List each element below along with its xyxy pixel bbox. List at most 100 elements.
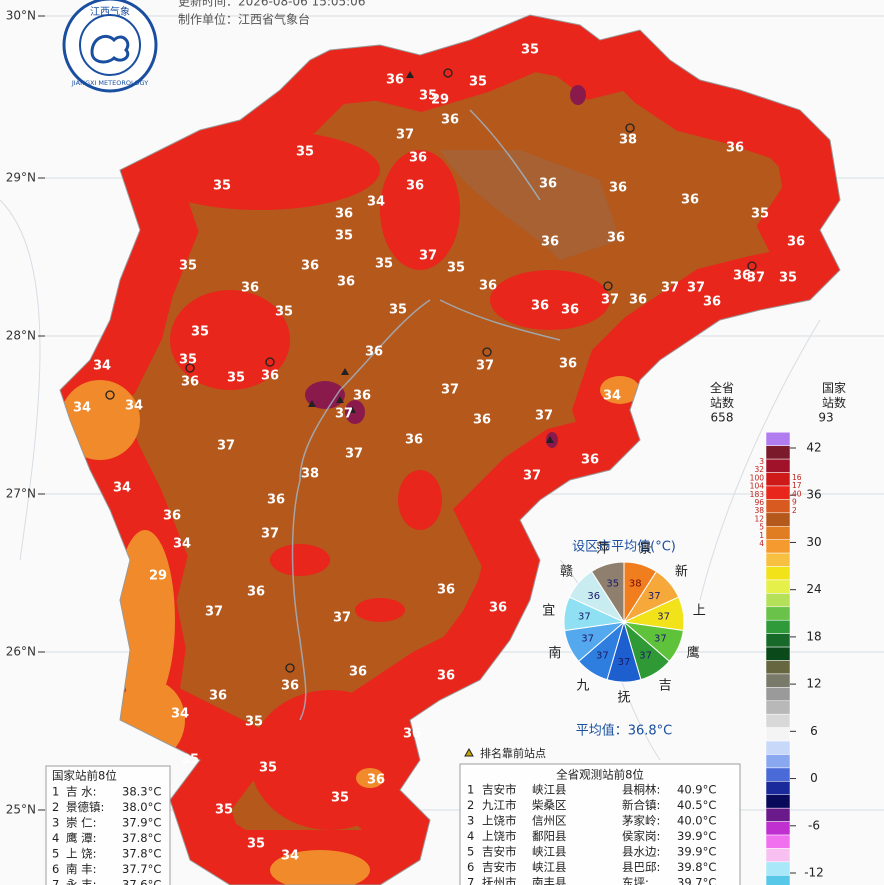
- legend-swatch: [765, 740, 791, 755]
- province-top-cell: 6: [467, 860, 474, 874]
- station-value: 35: [779, 271, 797, 286]
- station-value: 37: [396, 128, 414, 143]
- national-top-cell: 3: [52, 816, 59, 830]
- province-top-cell: 新合镇:: [622, 798, 660, 812]
- station-value: 29: [149, 569, 167, 584]
- station-value: 37: [747, 271, 765, 286]
- national-top-cell: 1: [52, 785, 59, 799]
- station-value: 36: [559, 357, 577, 372]
- station-value: 36: [489, 601, 507, 616]
- pie-value: 37: [581, 634, 594, 645]
- legend-national-total: 93: [818, 411, 833, 425]
- national-top-cell: 37.6°C: [122, 878, 161, 885]
- pie-value: 37: [596, 651, 609, 662]
- station-value: 35: [275, 305, 293, 320]
- station-value: 36: [403, 727, 421, 742]
- province-top-cell: 39.7°C: [677, 876, 716, 885]
- national-top-title: 国家站前8位: [52, 769, 117, 783]
- station-value: 35: [419, 89, 437, 104]
- legend-tick-label: 12: [806, 677, 821, 691]
- legend-all-total: 658: [711, 411, 734, 425]
- lat-label: 30°N: [6, 9, 36, 23]
- national-top-cell: 6: [52, 862, 59, 876]
- station-markers: [105, 68, 757, 673]
- province-top-cell: 40.0°C: [677, 814, 716, 828]
- legend-tick-label: -6: [808, 818, 820, 832]
- station-value: 36: [541, 235, 559, 250]
- legend-count-all: 38: [754, 506, 764, 515]
- pie-value: 38: [629, 579, 642, 590]
- station-value: 29: [431, 93, 449, 108]
- legend-count-all: 1: [759, 531, 764, 540]
- province-top-cell: 柴桑区: [532, 798, 567, 812]
- legend-tick-label: 6: [810, 724, 818, 738]
- station-value: 36: [261, 369, 279, 384]
- station-value: 35: [215, 803, 233, 818]
- station-value: 35: [245, 715, 263, 730]
- legend-swatch: [765, 458, 791, 473]
- station-value: 36: [726, 141, 744, 156]
- station-value: 37: [476, 359, 494, 374]
- station-value: 35: [375, 257, 393, 272]
- station-value: 36: [607, 231, 625, 246]
- pie-city: 南: [548, 645, 561, 661]
- station-value: 37: [687, 281, 705, 296]
- national-top-cell: 2: [52, 800, 59, 814]
- legend-count-national: 2: [792, 506, 797, 515]
- lat-label: 28°N: [6, 329, 36, 343]
- province-top-cell: 7: [467, 876, 474, 885]
- lat-label: 27°N: [6, 487, 36, 501]
- station-value: 37: [523, 469, 541, 484]
- station-value: 35: [179, 259, 197, 274]
- legend-swatch: [765, 767, 791, 782]
- legend-swatch: [765, 619, 791, 634]
- pie-value: 37: [618, 657, 631, 668]
- national-top-cell: 5: [52, 847, 59, 861]
- legend-swatch: [765, 646, 791, 661]
- legend-count-all: 5: [759, 523, 764, 532]
- station-value: 36: [479, 279, 497, 294]
- legend-swatch: [765, 673, 791, 688]
- province-top-cell: 2: [467, 798, 474, 812]
- station-value: 35: [331, 791, 349, 806]
- province-top-cell: 县巴邱:: [622, 860, 660, 874]
- province-top-cell: 吉安市: [482, 860, 517, 874]
- station-value: 37: [441, 383, 459, 398]
- station-value: 36: [349, 665, 367, 680]
- legend-swatch: [765, 552, 791, 567]
- station-value: 35: [179, 353, 197, 368]
- legend-swatch: [765, 485, 791, 500]
- city-average-pie: 设区市平均值(°C) 平均值：36.8°C 38 景 37 新 37 上 37 鹰 37 吉 37 抚…: [542, 539, 705, 739]
- lat-label: 29°N: [6, 171, 36, 185]
- station-value: 36: [267, 493, 285, 508]
- national-top-cell: 38.0°C: [122, 800, 161, 814]
- legend-swatch: [765, 445, 791, 460]
- national-top-cell: 上 饶:: [66, 847, 97, 861]
- pie-value: 37: [639, 651, 652, 662]
- station-value: 35: [191, 325, 209, 340]
- province-top-cell: 县水边:: [622, 845, 660, 859]
- latitude-labels: 30°N 29°N 28°N 27°N 26°N 25°N: [6, 9, 45, 817]
- province-top-cell: 4: [467, 829, 474, 843]
- station-value: 36: [209, 689, 227, 704]
- pie-value: 36: [587, 591, 600, 602]
- station-value: 36: [386, 73, 404, 88]
- pie-city: 景: [639, 542, 652, 557]
- national-top-cell: 7: [52, 878, 59, 885]
- station-value: 37: [345, 447, 363, 462]
- station-value: 36: [681, 193, 699, 208]
- legend-swatch: [765, 861, 791, 876]
- province-top-cell: 东坪:: [622, 876, 649, 885]
- pie-city: 吉: [659, 678, 672, 693]
- pie-city: 上: [693, 604, 706, 619]
- legend-count-all: 104: [750, 482, 765, 491]
- legend-tick-label: 36: [806, 488, 821, 502]
- legend-tick-label: 24: [806, 582, 821, 596]
- national-top-table: 国家站前8位 1 吉 水: 38.3°C 2 景德镇: 38.0°C 3 崇 仁: 37.9°C…: [45, 765, 171, 885]
- pie-city: 鹰: [687, 645, 700, 661]
- station-value: 36: [365, 345, 383, 360]
- legend-all-title: 全省站数: [710, 380, 734, 410]
- station-value: 36: [247, 585, 265, 600]
- pie-city: 新: [675, 564, 688, 580]
- national-top-cell: 鹰 潭:: [66, 831, 97, 845]
